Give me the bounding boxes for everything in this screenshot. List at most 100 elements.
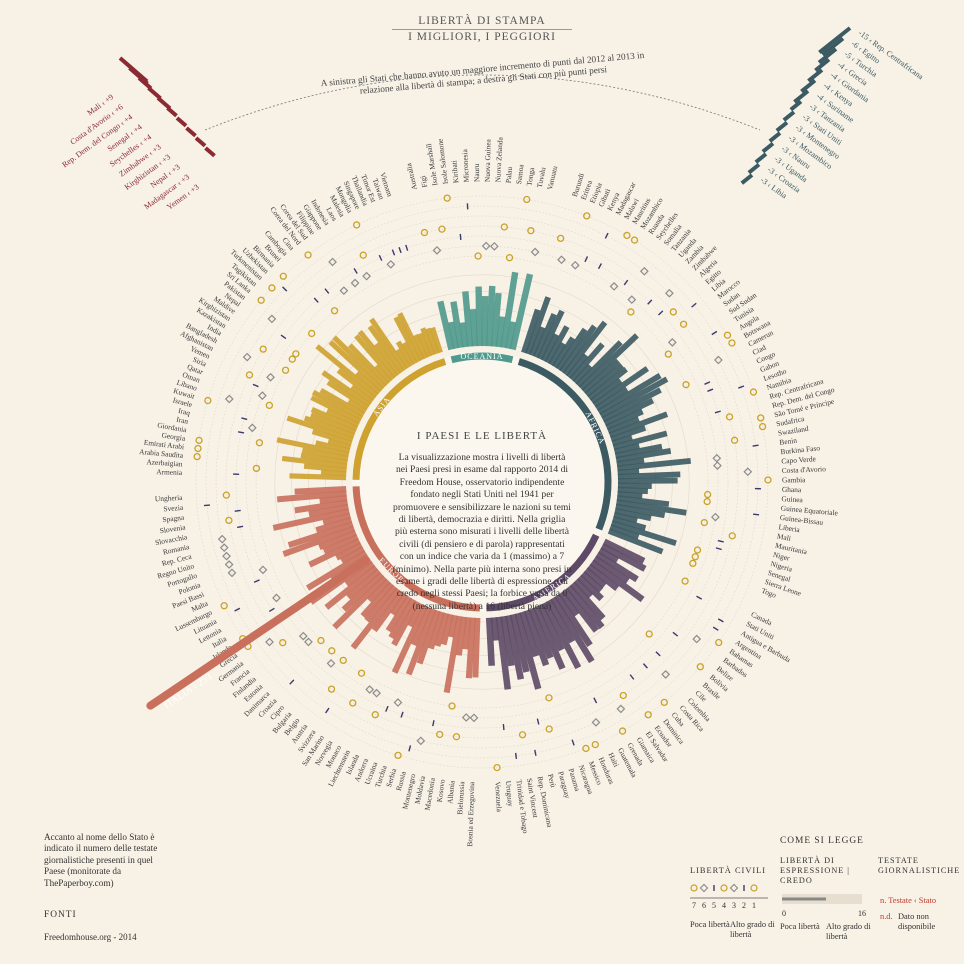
bar-Taiwan: [425, 327, 440, 355]
marker-Rep. Ceca: [219, 543, 229, 553]
marker-Kirghizistan: [288, 355, 296, 363]
country-label: Uruguay: [504, 780, 515, 807]
bar-Polonia: [282, 525, 356, 557]
bar-Mongolia: [397, 312, 425, 361]
legend-scale-value: 2: [742, 901, 746, 910]
marker-Guatemala: [593, 697, 598, 704]
bar-Rep. Ceca: [322, 512, 351, 526]
grid-ring: [274, 274, 690, 690]
legend-symbol: [699, 883, 709, 893]
marker-Palau: [500, 223, 508, 231]
header-arc: [204, 74, 761, 131]
marker-Montenegro: [416, 736, 426, 746]
marker-Uganda: [627, 308, 635, 316]
marker-Kuwait: [204, 396, 212, 405]
worst-bar: [754, 152, 768, 164]
country-label: Ghana: [782, 485, 802, 494]
marker-India: [281, 366, 290, 374]
country-label: Nuova Guinea: [483, 138, 493, 182]
marker-Regno Unito: [222, 551, 231, 561]
marker-Capo Verde: [713, 461, 722, 470]
bar-Belize: [586, 563, 620, 591]
bar-Venezuela: [485, 617, 495, 666]
bar-Trinidad e Tobago: [495, 616, 511, 690]
marker-Giamaica: [616, 704, 626, 714]
marker-Burundi: [557, 234, 565, 243]
region-label-oceania: OCEANIA: [461, 352, 504, 361]
marker-Panama: [545, 694, 553, 702]
bar-Argentina: [595, 551, 639, 583]
marker-Namibia: [749, 388, 758, 396]
legend-graphics: 7 6 5 4 3 2 1 0 16: [690, 883, 866, 918]
bar-Afghanistan: [310, 395, 362, 424]
marker-Senegal: [693, 546, 702, 554]
marker-Bielorussia: [461, 713, 471, 722]
marker-Turkmenistan: [268, 284, 276, 292]
marker-Nicaragua: [571, 739, 575, 746]
marker-Algeria: [658, 310, 664, 316]
bar-Isole Salomone: [459, 322, 469, 348]
marker-Ecuador: [644, 711, 652, 719]
marker-Messico: [582, 744, 590, 753]
bar-Israele: [327, 438, 352, 450]
bar-Messico: [528, 607, 554, 659]
bar-Laos: [401, 341, 418, 365]
worst-bar: [768, 131, 782, 143]
marker-Costa d'Avorio: [743, 467, 753, 477]
marker-Andorra: [385, 705, 389, 712]
bar-Uruguay: [490, 617, 500, 641]
bar-Moldavia: [447, 614, 459, 638]
country-label: Svezia: [163, 503, 184, 514]
marker-Kazakistan: [259, 345, 267, 353]
bar-Spagna: [319, 494, 348, 505]
bar-Bolivia: [583, 567, 607, 589]
bar-Singapore: [413, 333, 429, 360]
marker-Belgio: [339, 656, 347, 665]
country-label: Palau: [504, 166, 514, 183]
marker-Lussemburgo: [220, 602, 228, 610]
marker-Giordania: [255, 439, 264, 447]
marker-Uzbekistan: [282, 286, 288, 292]
bar-Svezia: [276, 490, 347, 503]
marker-Croazia: [289, 679, 295, 685]
best-bar: [156, 96, 172, 110]
marker-Filippine: [328, 257, 337, 267]
legend-symbol: [720, 884, 728, 892]
marker-Malta: [253, 579, 260, 583]
marker-Guinea Equatoriale: [703, 497, 711, 506]
marker-Colombia: [661, 670, 671, 679]
marker-Paraguay: [545, 725, 553, 733]
bar-Namibia: [610, 425, 647, 442]
marker-Georgia: [195, 436, 203, 445]
center-description: La visualizzazione mostra i livelli di l…: [392, 452, 572, 612]
bar-Svizzera: [390, 592, 409, 616]
civil-ring: [215, 215, 749, 749]
marker-Oman: [265, 401, 274, 410]
bar-Vanuatu: [509, 273, 534, 351]
marker-Qatar: [257, 391, 267, 401]
worst-bar: [821, 36, 845, 57]
country-label: Capo Verde: [781, 454, 817, 465]
marker-Timor Est: [391, 249, 396, 256]
bar-Slovacchia: [308, 503, 349, 518]
header-title-2: I MIGLIORI, I PEGGIORI: [392, 29, 572, 45]
bar-Nepal: [350, 384, 374, 404]
legend-title: COME SI LEGGE: [780, 836, 864, 846]
civil-ring: [195, 195, 769, 769]
marker-São Tomé e Príncipe: [757, 414, 765, 422]
bar-El Salvador: [554, 593, 593, 648]
bar-Kenya: [537, 309, 565, 361]
bar-Seychelles: [559, 324, 597, 374]
bar-Malesia: [393, 316, 422, 363]
marker-Cipro: [328, 647, 336, 655]
marker-Islanda: [371, 711, 379, 719]
marker-Siria: [252, 383, 259, 388]
marker-Venezuela: [493, 763, 501, 772]
marker-Bolivia: [696, 663, 704, 671]
bar-Serbia: [427, 611, 445, 650]
country-label: Bielorussia: [455, 780, 466, 815]
legend-espr: LIBERTÀ DI ESPRESSIONE | CREDO: [780, 856, 850, 885]
italia-highlight-bar: [146, 556, 370, 710]
marker-Australia: [420, 228, 429, 237]
best-bar: [147, 86, 162, 100]
